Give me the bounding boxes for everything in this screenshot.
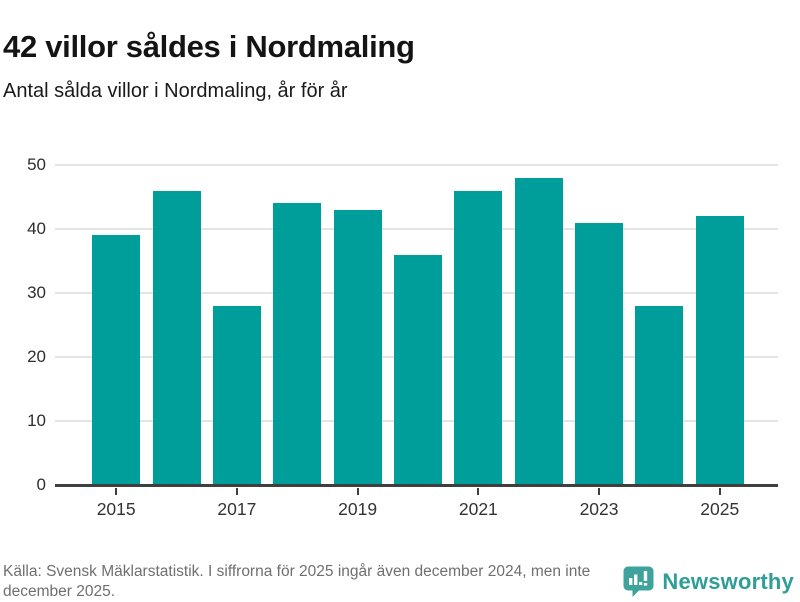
x-axis: 2015 2017 2019 2021 2023 2025 bbox=[86, 488, 750, 520]
bar-slot-2017 bbox=[207, 165, 267, 485]
x-tick-2017 bbox=[235, 488, 238, 495]
bar-2024 bbox=[635, 305, 684, 485]
bar-chart-plot-area bbox=[55, 164, 778, 487]
bar-2020 bbox=[393, 254, 442, 485]
x-tick-2025 bbox=[718, 488, 721, 495]
x-tick-label-2017: 2017 bbox=[217, 499, 257, 519]
y-tick-label-30: 30 bbox=[27, 283, 46, 302]
bars-container bbox=[86, 165, 750, 485]
x-tick-2019 bbox=[356, 488, 359, 495]
bar-2017 bbox=[212, 305, 261, 485]
x-slot-2017: 2017 bbox=[207, 488, 267, 520]
x-slot-2024 bbox=[629, 488, 689, 520]
bar-2022 bbox=[514, 177, 563, 485]
x-tick-2021 bbox=[477, 488, 480, 495]
x-tick-label-2021: 2021 bbox=[458, 499, 498, 519]
x-slot-2018 bbox=[267, 488, 327, 520]
bar-slot-2020 bbox=[388, 165, 448, 485]
x-axis-line bbox=[55, 484, 778, 487]
bar-2021 bbox=[454, 190, 503, 485]
bar-slot-2018 bbox=[267, 165, 327, 485]
chart-subtitle: Antal sålda villor i Nordmaling, år för … bbox=[3, 80, 348, 102]
x-slot-2025: 2025 bbox=[690, 488, 750, 520]
x-slot-2022 bbox=[509, 488, 569, 520]
x-tick-label-2019: 2019 bbox=[338, 499, 378, 519]
bar-2016 bbox=[152, 190, 201, 485]
bar-slot-2023 bbox=[569, 165, 629, 485]
x-slot-2020 bbox=[388, 488, 448, 520]
gridline-40 bbox=[55, 228, 778, 230]
newsworthy-logo-text: Newsworthy bbox=[662, 568, 794, 594]
bar-2023 bbox=[575, 222, 624, 485]
x-tick-2015 bbox=[115, 488, 118, 495]
y-tick-label-0: 0 bbox=[36, 475, 46, 494]
bar-slot-2016 bbox=[146, 165, 206, 485]
newsworthy-logo: Newsworthy bbox=[622, 565, 794, 598]
y-tick-label-40: 40 bbox=[27, 219, 46, 238]
x-slot-2019: 2019 bbox=[327, 488, 387, 520]
bar-slot-2022 bbox=[509, 165, 569, 485]
y-tick-label-50: 50 bbox=[27, 155, 46, 174]
bar-2015 bbox=[92, 235, 141, 485]
bar-slot-2015 bbox=[86, 165, 146, 485]
newsworthy-logo-icon bbox=[622, 565, 655, 598]
bar-slot-2025 bbox=[690, 165, 750, 485]
x-tick-label-2023: 2023 bbox=[579, 499, 619, 519]
source-note: Källa: Svensk Mäklarstatistik. I siffror… bbox=[3, 563, 591, 600]
y-tick-label-20: 20 bbox=[27, 347, 46, 366]
x-tick-2023 bbox=[598, 488, 601, 495]
bar-2018 bbox=[273, 203, 322, 485]
gridline-50 bbox=[55, 164, 778, 166]
bar-2025 bbox=[695, 216, 744, 485]
x-slot-2021: 2021 bbox=[448, 488, 508, 520]
bar-slot-2021 bbox=[448, 165, 508, 485]
x-slot-2015: 2015 bbox=[86, 488, 146, 520]
bar-slot-2024 bbox=[629, 165, 689, 485]
bar-2019 bbox=[333, 209, 382, 485]
y-tick-label-10: 10 bbox=[27, 411, 46, 430]
x-tick-label-2025: 2025 bbox=[700, 499, 740, 519]
x-slot-2023: 2023 bbox=[569, 488, 629, 520]
x-slot-2016 bbox=[146, 488, 206, 520]
page-title: 42 villor såldes i Nordmaling bbox=[3, 28, 415, 64]
y-axis: 0 10 20 30 40 50 bbox=[0, 155, 46, 494]
bar-slot-2019 bbox=[327, 165, 387, 485]
x-tick-label-2015: 2015 bbox=[96, 499, 136, 519]
